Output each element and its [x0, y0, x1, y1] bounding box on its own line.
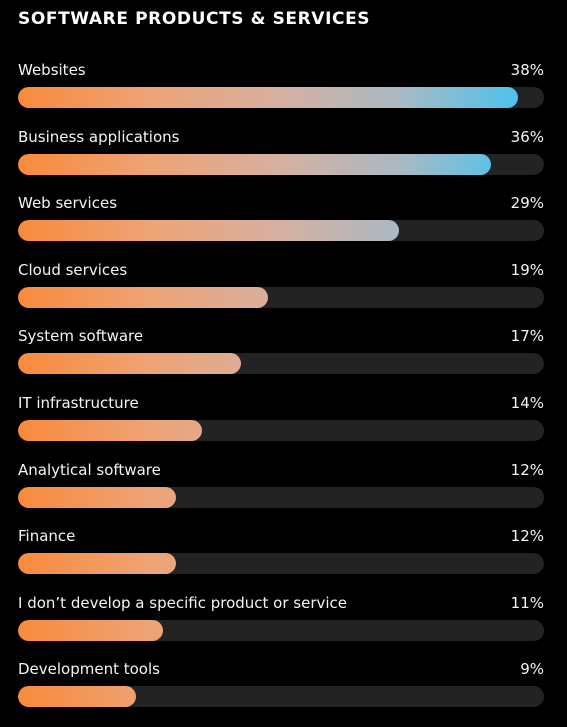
bar-row: Analytical software 12% [18, 461, 544, 528]
bar-fill [18, 286, 268, 308]
bar-track [18, 619, 544, 641]
bar-row: Finance 12% [18, 527, 544, 594]
bar-fill [18, 153, 491, 175]
bar-track [18, 553, 544, 575]
category-label: Web services [18, 194, 118, 213]
bar-track [18, 153, 544, 175]
bar-fill [18, 419, 202, 441]
category-label: System software [18, 327, 144, 346]
category-label: Finance [18, 527, 76, 546]
chart-title: SOFTWARE PRODUCTS & SERVICES [18, 9, 371, 29]
bar-fill [18, 553, 176, 575]
bar-row: System software 17% [18, 327, 544, 394]
category-label: Analytical software [18, 460, 161, 479]
value-label: 11% [510, 593, 544, 612]
bar-track [18, 686, 544, 708]
value-label: 14% [510, 393, 544, 412]
bar-fill [18, 686, 136, 708]
category-label: IT infrastructure [18, 393, 139, 412]
category-label: I don’t develop a specific product or se… [18, 593, 348, 612]
bar-track [18, 353, 544, 375]
bar-row: Websites 38% [18, 61, 544, 128]
value-label: 17% [510, 327, 544, 346]
bar-row: I don’t develop a specific product or se… [18, 594, 544, 661]
value-label: 36% [510, 127, 544, 146]
bar-row: Cloud services 19% [18, 261, 544, 328]
chart: SOFTWARE PRODUCTS & SERVICES Websites 38%… [18, 8, 544, 727]
category-label: Development tools [18, 660, 160, 679]
category-label: Cloud services [18, 260, 128, 279]
bar-row: IT infrastructure 14% [18, 394, 544, 461]
value-label: 19% [510, 260, 544, 279]
value-label: 29% [510, 194, 544, 213]
value-label: 12% [510, 527, 544, 546]
category-label: Websites [18, 61, 86, 79]
bar-row: Development tools 9% [18, 660, 544, 727]
category-label: Business applications [18, 127, 180, 146]
bar-track [18, 419, 544, 441]
value-label: 38% [510, 61, 544, 79]
bar-row: Web services 29% [18, 194, 544, 261]
bar-fill [18, 619, 163, 641]
bar-fill [18, 220, 399, 242]
value-label: 12% [510, 460, 544, 479]
bar-fill [18, 486, 176, 508]
bar-track [18, 220, 544, 242]
bar-fill [18, 87, 518, 108]
bar-track [18, 286, 544, 308]
bar-track [18, 486, 544, 508]
value-label: 9% [520, 660, 544, 679]
bar-row: Business applications 36% [18, 128, 544, 195]
bar-rows: Websites 38% Business applications 36% Web s… [18, 61, 544, 727]
bar-fill [18, 353, 241, 375]
bar-track [18, 87, 544, 108]
